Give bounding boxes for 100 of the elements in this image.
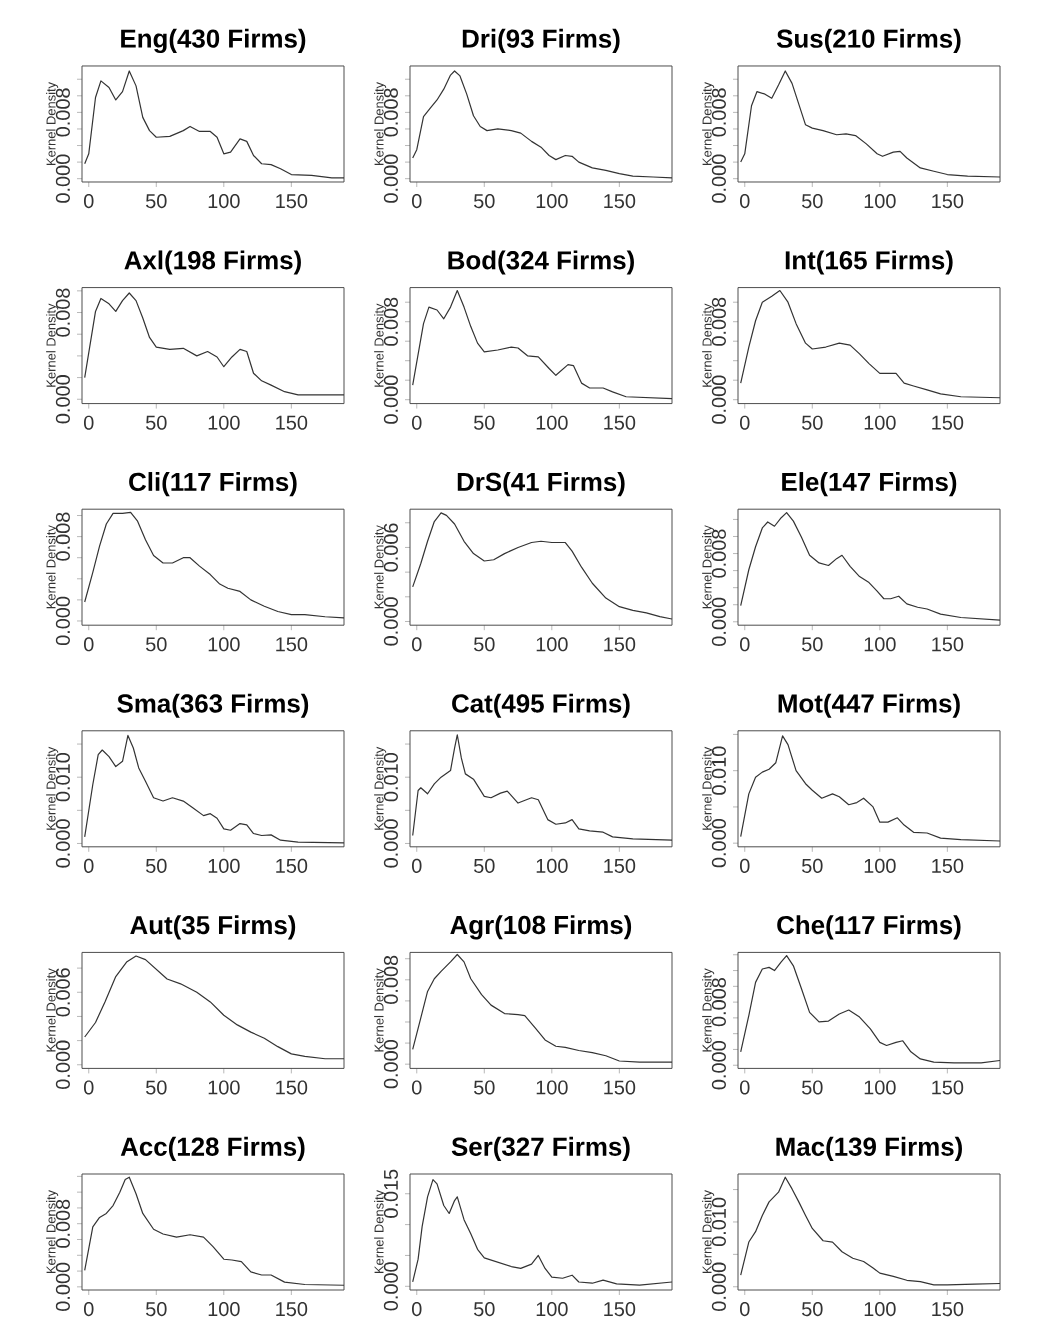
x-tick-label: 150 xyxy=(604,858,636,873)
x-tick-label: 150 xyxy=(276,858,308,873)
y-tick-label: 0.000 xyxy=(711,1041,726,1090)
x-tick-label: 50 xyxy=(146,637,167,652)
x-tick-label: 100 xyxy=(864,194,896,209)
x-tick-label: 100 xyxy=(208,637,240,652)
y-tick-label: 0.008 xyxy=(711,88,726,137)
y-tick-label: 0.008 xyxy=(55,1199,70,1248)
x-tick-label: 150 xyxy=(276,637,308,652)
x-tick-label: 100 xyxy=(208,415,240,430)
x-tick-label: 50 xyxy=(802,194,823,209)
chart-title: Sus(210 Firms) xyxy=(776,28,961,53)
line-series xyxy=(740,954,1001,1064)
y-tick-label: 0.008 xyxy=(711,297,726,346)
x-tick-label: 50 xyxy=(146,415,167,430)
chart-title: Ele(147 Firms) xyxy=(782,472,957,497)
y-tick-label: 0.008 xyxy=(55,88,70,137)
x-tick-label: 0 xyxy=(83,1080,94,1095)
y-tick-label: 0.008 xyxy=(55,288,70,337)
x-tick-label: 50 xyxy=(802,1302,823,1317)
x-tick-label: 50 xyxy=(146,1302,167,1317)
line-series xyxy=(740,512,1001,621)
chart-title: Eng(430 Firms) xyxy=(121,28,306,53)
y-tick-label: 0.000 xyxy=(55,1262,70,1311)
x-tick-label: 150 xyxy=(604,1080,636,1095)
x-tick-label: 100 xyxy=(208,194,240,209)
line-series xyxy=(412,953,673,1063)
x-tick-label: 0 xyxy=(83,858,94,873)
y-tick-label: 0.010 xyxy=(383,753,398,802)
x-tick-label: 50 xyxy=(474,1080,495,1095)
y-tick-label: 0.010 xyxy=(55,753,70,802)
x-tick-label: 100 xyxy=(864,637,896,652)
x-tick-label: 100 xyxy=(536,1080,568,1095)
x-tick-label: 50 xyxy=(474,194,495,209)
chart-title: Bod(324 Firms) xyxy=(448,250,634,275)
x-tick-label: 100 xyxy=(864,858,896,873)
line-series xyxy=(84,70,345,179)
chart-title: Cat(495 Firms) xyxy=(452,693,630,718)
x-tick-label: 0 xyxy=(412,194,422,209)
chart-title: Int(165 Firms) xyxy=(785,250,953,275)
x-tick-label: 100 xyxy=(208,858,240,873)
x-tick-label: 0 xyxy=(740,858,750,873)
x-tick-label: 0 xyxy=(740,1080,750,1095)
y-tick-label: 0.000 xyxy=(55,1040,70,1089)
y-tick-label: 0.008 xyxy=(55,512,70,561)
x-tick-label: 50 xyxy=(474,415,495,430)
x-tick-label: 150 xyxy=(604,415,636,430)
x-tick-label: 50 xyxy=(474,858,495,873)
y-tick-label: 0.000 xyxy=(55,819,70,868)
x-tick-label: 150 xyxy=(276,415,308,430)
y-tick-label: 0.000 xyxy=(711,1262,726,1311)
chart-title: DrS(41 Firms) xyxy=(457,472,625,497)
y-tick-label: 0.000 xyxy=(55,154,70,203)
x-tick-label: 150 xyxy=(932,1302,964,1317)
line-series xyxy=(412,734,673,841)
x-tick-label: 100 xyxy=(536,1302,568,1317)
x-tick-label: 0 xyxy=(412,1080,422,1095)
x-tick-label: 50 xyxy=(146,1080,167,1095)
chart-title: Mac(139 Firms) xyxy=(776,1136,962,1161)
y-tick-label: 0.008 xyxy=(383,955,398,1004)
x-tick-label: 0 xyxy=(83,415,94,430)
line-series xyxy=(740,1176,1001,1286)
x-tick-label: 100 xyxy=(536,637,568,652)
x-tick-label: 100 xyxy=(536,194,568,209)
y-tick-label: 0.000 xyxy=(383,597,398,646)
x-tick-label: 50 xyxy=(802,415,823,430)
x-tick-label: 0 xyxy=(412,415,422,430)
x-tick-label: 150 xyxy=(932,1080,964,1095)
y-tick-label: 0.000 xyxy=(711,375,726,424)
y-tick-label: 0.008 xyxy=(383,297,398,346)
x-tick-label: 100 xyxy=(864,1080,896,1095)
y-tick-label: 0.008 xyxy=(383,88,398,137)
x-tick-label: 0 xyxy=(83,194,94,209)
x-tick-label: 100 xyxy=(208,1302,240,1317)
line-series xyxy=(84,1176,345,1286)
x-tick-label: 50 xyxy=(146,194,167,209)
x-tick-label: 50 xyxy=(802,1080,823,1095)
y-tick-label: 0.006 xyxy=(55,968,70,1017)
x-tick-label: 0 xyxy=(740,1302,750,1317)
y-tick-label: 0.010 xyxy=(711,746,726,795)
x-tick-label: 100 xyxy=(864,1302,896,1317)
x-tick-label: 150 xyxy=(604,1302,636,1317)
x-tick-label: 100 xyxy=(208,1080,240,1095)
y-tick-label: 0.000 xyxy=(383,1040,398,1089)
line-series xyxy=(84,511,345,619)
x-tick-label: 150 xyxy=(276,1302,308,1317)
y-tick-label: 0.000 xyxy=(55,596,70,646)
y-tick-label: 0.000 xyxy=(383,154,398,203)
x-tick-label: 0 xyxy=(412,858,422,873)
y-tick-label: 0.010 xyxy=(711,1197,726,1247)
y-tick-label: 0.000 xyxy=(711,154,726,203)
chart-title: Ser(327 Firms) xyxy=(451,1136,630,1162)
y-tick-label: 0.000 xyxy=(383,375,398,424)
y-tick-label: 0.008 xyxy=(711,978,726,1027)
line-series xyxy=(412,512,673,620)
y-tick-label: 0.000 xyxy=(383,819,398,868)
x-tick-label: 0 xyxy=(412,1302,422,1317)
y-tick-label: 0.000 xyxy=(711,597,726,646)
x-tick-label: 100 xyxy=(536,415,568,430)
line-series xyxy=(412,70,673,179)
